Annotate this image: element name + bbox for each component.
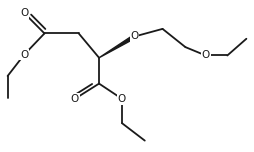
Text: O: O xyxy=(20,50,28,60)
Text: O: O xyxy=(202,50,210,60)
Text: O: O xyxy=(71,94,79,104)
Text: O: O xyxy=(118,94,126,104)
Text: O: O xyxy=(20,8,28,18)
Polygon shape xyxy=(99,35,136,58)
Text: O: O xyxy=(131,31,139,41)
